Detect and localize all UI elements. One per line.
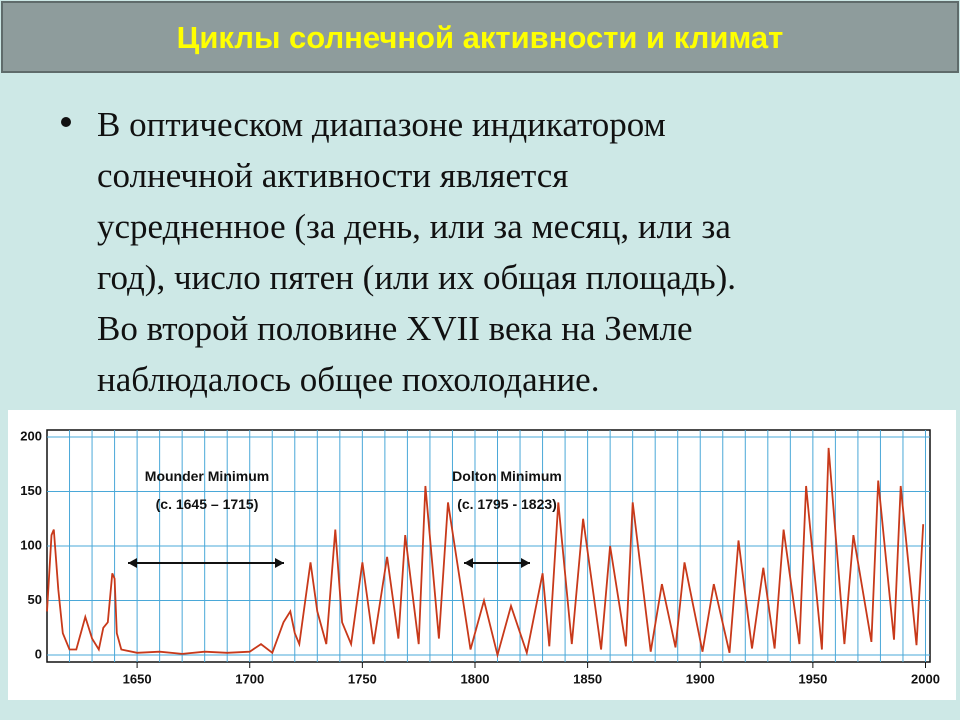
x-tick-label: 1650 [123, 671, 152, 686]
x-tick-label: 1850 [573, 671, 602, 686]
title-bar [1, 1, 959, 73]
bullet-text: В оптическом диапазоне индикатором [97, 105, 666, 144]
x-tick-label: 2000 [911, 671, 940, 686]
slide-title: Циклы солнечной активности и климат [177, 20, 784, 55]
data-line [46, 447, 925, 659]
x-tick-label: 1950 [798, 671, 827, 686]
chart-area [8, 410, 956, 700]
y-tick-label: 100 [20, 537, 42, 552]
bullet-text: солнечной активности является [97, 156, 568, 195]
bullet-dot [61, 117, 71, 127]
x-tick-label: 1750 [348, 671, 377, 686]
x-tick-label: 1900 [686, 671, 715, 686]
x-tick-label: 1800 [461, 671, 490, 686]
bullet-text: наблюдалось общее похолодание. [97, 360, 599, 399]
y-tick-label: 150 [20, 483, 42, 498]
y-tick-label: 0 [35, 646, 42, 661]
bullet-text: Во второй половине XVII века на Земле [97, 309, 693, 348]
annotation: Mounder Minimum [145, 468, 269, 484]
annotation: (c. 1795 - 1823) [457, 496, 557, 512]
y-tick-label: 50 [28, 592, 42, 607]
bullet-text: усредненное (за день, или за месяц, или … [97, 207, 731, 246]
annotation: Dolton Minimum [452, 468, 562, 484]
annotation: (c. 1645 – 1715) [156, 496, 259, 512]
x-tick-label: 1700 [235, 671, 264, 686]
y-tick-label: 200 [20, 428, 42, 443]
bullet-text: год), число пятен (или их общая площадь)… [97, 258, 736, 297]
